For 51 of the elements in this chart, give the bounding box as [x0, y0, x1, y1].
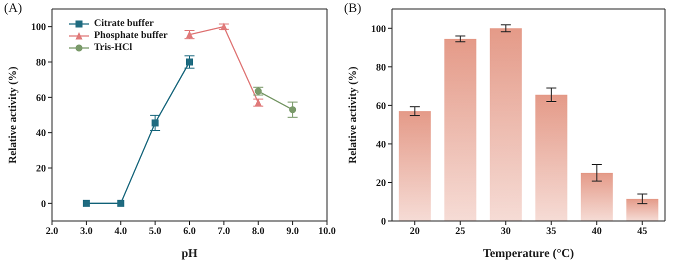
x-tick-label: 4.0 — [114, 226, 127, 238]
bar — [626, 198, 658, 221]
bar — [490, 28, 522, 221]
x-tick-label: 9.0 — [286, 226, 299, 238]
point — [186, 30, 193, 38]
y-tick-label: 60 — [376, 100, 386, 112]
x-tick-label: 40 — [592, 226, 602, 238]
y-axis-title: Relative activity (%) — [6, 66, 19, 164]
point — [82, 200, 90, 207]
point — [152, 119, 159, 126]
y-tick-label: 20 — [36, 164, 46, 175]
y-tick-label: 60 — [36, 92, 46, 104]
point — [186, 58, 193, 66]
x-tick-label: 3.0 — [80, 226, 93, 238]
chart-title: (B) — [344, 0, 362, 16]
x-tick-label: 10.0 — [318, 226, 336, 238]
x-tick-label: 30 — [500, 226, 511, 238]
x-tick-label: 35 — [546, 226, 556, 238]
y-tick-label: 0 — [41, 198, 46, 210]
bar — [444, 38, 476, 221]
bar — [580, 172, 613, 221]
x-tick-label: 5.0 — [148, 226, 162, 238]
x-tick-label: 8.0 — [252, 226, 264, 238]
y-tick-label: 0 — [381, 216, 386, 228]
legend-label: Citrate buffer — [94, 18, 154, 30]
point — [220, 22, 228, 30]
bar — [535, 94, 568, 221]
y-axis-title: Relative activity (%) — [346, 66, 359, 164]
y-tick-label: 100 — [31, 22, 46, 34]
y-tick-label: 20 — [376, 178, 386, 190]
chart-title: (A) — [4, 0, 22, 16]
point — [254, 88, 262, 95]
x-tick-label: 6.0 — [183, 226, 196, 238]
y-tick-label: 40 — [36, 128, 46, 140]
y-tick-label: 100 — [371, 24, 386, 35]
x-tick-label: 2.0 — [46, 226, 58, 238]
x-axis-title: pH — [181, 246, 198, 260]
legend-label: Tris-HCl — [94, 42, 132, 54]
y-tick-label: 80 — [376, 62, 386, 74]
x-axis-title: Temperature (°C) — [482, 246, 574, 260]
point — [254, 98, 262, 106]
point — [117, 200, 124, 207]
bar — [398, 111, 431, 221]
point — [289, 106, 296, 114]
x-tick-label: 20 — [410, 226, 420, 238]
x-tick-label: 45 — [637, 226, 648, 238]
legend-label: Phosphate buffer — [94, 30, 168, 42]
x-tick-label: 7.0 — [218, 226, 230, 238]
x-tick-label: 25 — [455, 226, 466, 238]
y-tick-label: 80 — [36, 58, 46, 69]
y-tick-label: 40 — [376, 139, 386, 150]
